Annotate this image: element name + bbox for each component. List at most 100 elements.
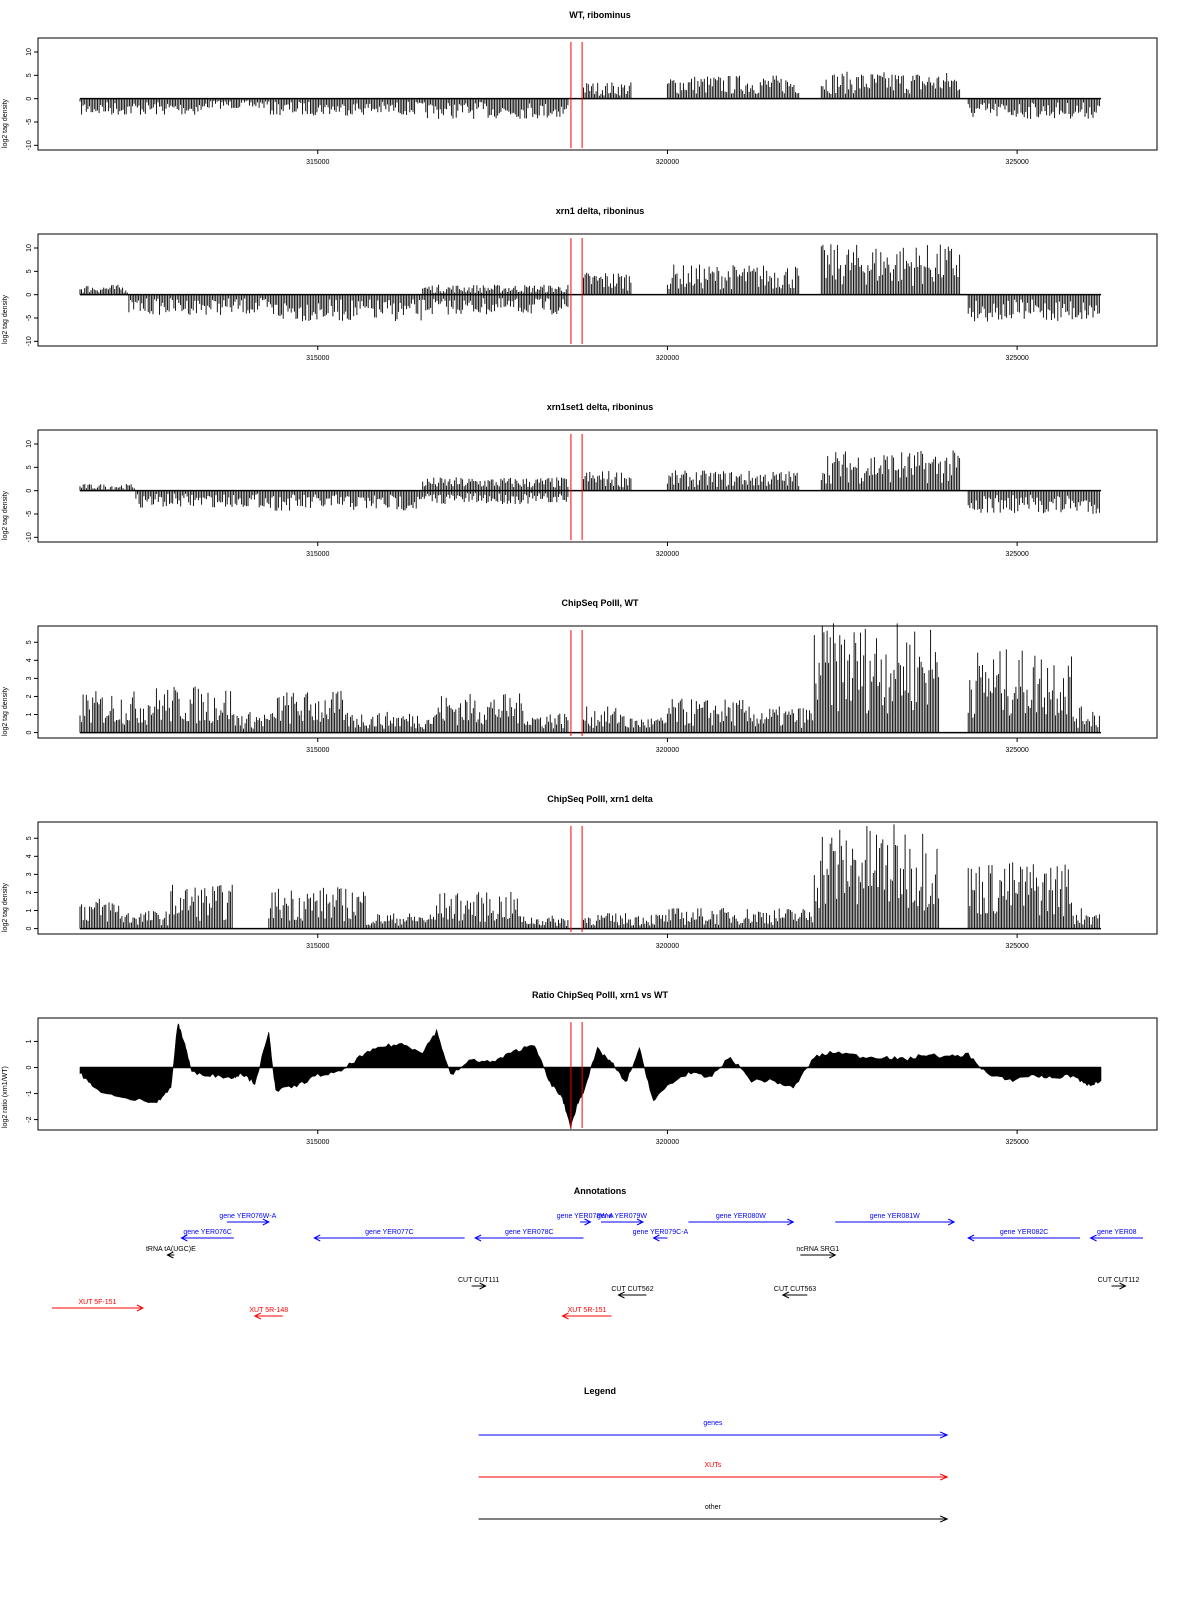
x-tick-label: 325000: [1005, 747, 1028, 754]
y-tick-label: 4: [26, 854, 33, 858]
annotation-svg: gene YER076W-A gene YER076C tRNA tA(UGC)E g…: [51, 1213, 1144, 1320]
x-tick-label: 315000: [306, 355, 329, 362]
legend-svg: genes XUTs other: [478, 1420, 949, 1523]
other-feature: CUT CUT112: [1098, 1277, 1140, 1290]
y-tick-label: 0: [26, 293, 33, 297]
y-tick-label: 0: [26, 1065, 33, 1069]
annotation-track: Annotations gene YER076W-A gene YER076C tR…: [0, 1180, 1200, 1370]
feature-label: CUT CUT112: [1098, 1277, 1140, 1284]
legend-label: other: [705, 1504, 722, 1511]
y-tick-label: 5: [26, 836, 33, 840]
arrow-left-icon: [1089, 1234, 1097, 1242]
gene-feature: gene YER08: [1089, 1229, 1144, 1242]
arrow-right-icon: [939, 1473, 949, 1481]
y-tick-label: 10: [26, 244, 33, 252]
feature-label: gene YER080W: [716, 1213, 766, 1220]
track-panel: xrn1set1 delta, riboninus log2 tag densit…: [0, 402, 1200, 582]
arrow-right-icon: [1119, 1282, 1127, 1290]
y-tick-label: 5: [26, 269, 33, 273]
x-tick-label: 325000: [1005, 355, 1028, 362]
x-tick-label: 315000: [306, 551, 329, 558]
signal-bars: [79, 623, 1100, 733]
y-tick-label: 1: [26, 712, 33, 716]
arrow-right-icon: [939, 1431, 949, 1439]
gene-feature: gene YER081W: [835, 1213, 956, 1226]
arrow-left-icon: [617, 1291, 625, 1299]
track-svg: 10 5 0 -5 -10 315000 320000 325000: [26, 429, 1158, 558]
y-tick-label: 4: [26, 658, 33, 662]
track-title: ChipSeq PolII, xrn1 delta: [547, 794, 653, 804]
y-tick-label: 0: [26, 731, 33, 735]
y-tick-label: -10: [26, 140, 33, 150]
x-tick-label: 320000: [656, 355, 679, 362]
feature-label: gene YER077C: [365, 1229, 414, 1236]
y-tick-label: -5: [26, 511, 33, 517]
gene-feature: gene YER076W-A: [219, 1213, 277, 1226]
arrow-left-icon: [313, 1234, 321, 1242]
ratio-area: [79, 1023, 1102, 1130]
feature-label: gene YER079W: [597, 1213, 647, 1220]
gene-feature: gene YER076C: [180, 1229, 234, 1242]
y-tick-label: 0: [26, 489, 33, 493]
track-svg: 0 1 2 3 4 5 315000 320000 325000: [26, 623, 1158, 754]
y-tick-label: 1: [26, 1039, 33, 1043]
track-title: ChipSeq PolII, WT: [561, 598, 639, 608]
arrow-right-icon: [262, 1218, 270, 1226]
gene-feature: gene YER078W-A: [557, 1213, 614, 1226]
gene-feature: gene YER079W: [597, 1213, 647, 1226]
arrow-left-icon: [652, 1234, 660, 1242]
track-svg: 10 5 0 -5 -10 315000 320000 325000: [26, 233, 1158, 362]
arrow-right-icon: [829, 1251, 837, 1259]
plot-frame: [37, 37, 1158, 151]
legend-title: Legend: [583, 1386, 616, 1396]
arrow-left-icon: [180, 1234, 188, 1242]
arrow-right-icon: [947, 1218, 956, 1226]
track-panel: ChipSeq PolII, xrn1 delta log2 tag densit…: [0, 794, 1200, 974]
gene-feature: gene YER079C-A: [633, 1229, 689, 1242]
y-tick-label: 0: [26, 927, 33, 931]
feature-label: gene YER076C: [183, 1229, 232, 1236]
track-panel: ChipSeq PolII, WT log2 tag density 0 1 2 3 4 5 3…: [0, 598, 1200, 778]
other-feature: tRNA tA(UGC)E: [146, 1246, 196, 1259]
feature-label: gene YER078C: [505, 1229, 554, 1236]
signal-bars: [79, 824, 1100, 929]
feature-label: ncRNA SRG1: [796, 1246, 839, 1253]
y-tick-label: 2: [26, 694, 33, 698]
signal-bars: [79, 450, 1100, 514]
track-title: Ratio ChipSeq PolII, xrn1 vs WT: [531, 990, 669, 1000]
feature-label: gene YER079C-A: [633, 1229, 689, 1236]
x-tick-label: 315000: [306, 943, 329, 950]
xut-feature: XUT 5F-151: [51, 1299, 145, 1312]
x-tick-label: 315000: [306, 1139, 329, 1146]
other-feature: CUT CUT562: [611, 1286, 654, 1299]
arrow-right-icon: [136, 1304, 145, 1312]
arrow-left-icon: [561, 1312, 569, 1320]
track-panel: Ratio ChipSeq PolII, xrn1 vs WT log2 rati…: [0, 990, 1200, 1170]
arrow-right-icon: [939, 1515, 949, 1523]
track-panel: WT, ribominus log2 tag density 10 5 0 -5 -10 31…: [0, 10, 1200, 190]
y-tick-label: -1: [26, 1090, 33, 1096]
legend-label: genes: [703, 1420, 723, 1427]
gene-feature: gene YER082C: [967, 1229, 1081, 1242]
signal-bars: [79, 71, 1100, 119]
xut-feature: XUT 5R-151: [561, 1307, 612, 1320]
y-tick-label: -5: [26, 315, 33, 321]
y-tick-label: -5: [26, 119, 33, 125]
arrow-left-icon: [166, 1251, 174, 1259]
annotations-title: Annotations: [573, 1186, 627, 1196]
plot-frame: [37, 429, 1158, 543]
feature-label: gene YER082C: [1000, 1229, 1049, 1236]
plot-frame: [37, 625, 1158, 739]
y-tick-label: 3: [26, 872, 33, 876]
feature-label: gene YER078W-A: [557, 1213, 614, 1220]
y-tick-label: -10: [26, 532, 33, 542]
x-tick-label: 315000: [306, 747, 329, 754]
legend-entry: other: [478, 1504, 949, 1523]
plot-frame: [37, 1017, 1158, 1131]
gene-feature: gene YER077C: [313, 1229, 465, 1242]
y-tick-label: 5: [26, 73, 33, 77]
feature-label: XUT 5R-151: [568, 1307, 607, 1314]
y-tick-label: 5: [26, 640, 33, 644]
x-tick-label: 320000: [656, 943, 679, 950]
